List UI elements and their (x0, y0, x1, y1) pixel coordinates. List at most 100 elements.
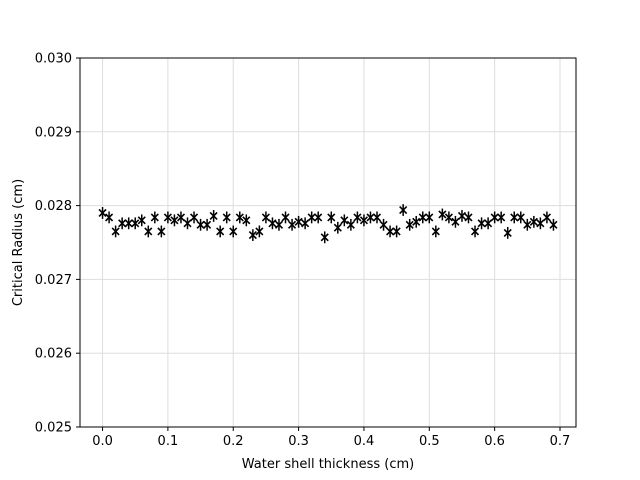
x-marker-stroke (366, 213, 375, 222)
x-marker-stroke (549, 220, 558, 229)
x-tick-label: 0.2 (223, 434, 244, 449)
y-tick-label: 0.030 (35, 52, 72, 67)
y-tick-label: 0.026 (35, 347, 72, 362)
data-point (248, 229, 257, 242)
x-marker-stroke (281, 213, 290, 222)
data-point (346, 218, 355, 231)
data-point (536, 217, 545, 230)
x-marker-stroke (144, 227, 153, 236)
data-point (216, 225, 225, 238)
data-point (144, 225, 153, 238)
plot-frame (79, 57, 577, 428)
x-marker-stroke (438, 210, 447, 219)
data-point (366, 211, 375, 224)
x-marker-stroke (248, 231, 257, 240)
x-marker-stroke (340, 216, 349, 225)
x-marker-stroke (490, 213, 499, 222)
x-marker-stroke (510, 213, 519, 222)
x-marker-stroke (98, 208, 107, 218)
x-marker-stroke (333, 223, 342, 232)
data-point (451, 215, 460, 228)
data-point (523, 218, 532, 231)
data-point (340, 214, 349, 227)
x-marker-stroke (274, 220, 284, 229)
x-marker-stroke (379, 220, 388, 229)
x-marker-stroke (242, 216, 251, 225)
data-point (105, 211, 114, 224)
data-point (549, 218, 558, 231)
x-tick-label: 0.7 (550, 434, 571, 449)
x-marker-stroke (451, 217, 460, 226)
x-marker-stroke (196, 220, 205, 229)
x-marker-stroke (399, 205, 408, 215)
x-marker-stroke (268, 219, 277, 228)
x-marker-stroke (327, 213, 336, 222)
data-point (379, 218, 388, 231)
data-point (444, 211, 453, 224)
data-point (301, 217, 310, 230)
data-point (529, 215, 538, 228)
x-marker-stroke (163, 213, 172, 222)
y-tick-label: 0.028 (35, 199, 72, 214)
data-point (510, 211, 519, 224)
x-marker-stroke (294, 217, 303, 226)
x-marker-stroke (359, 216, 369, 225)
x-marker-stroke (287, 220, 297, 229)
data-point (425, 211, 434, 224)
data-point (320, 231, 329, 244)
x-tick-label: 0.5 (419, 434, 440, 449)
x-marker-stroke (444, 213, 453, 222)
x-marker-stroke (137, 216, 146, 225)
x-marker-stroke (229, 227, 238, 236)
data-point (203, 218, 212, 231)
data-point (281, 211, 290, 224)
data-point (111, 225, 120, 238)
x-marker-stroke (209, 211, 218, 220)
y-tick-label: 0.027 (35, 273, 72, 288)
x-marker-stroke (157, 227, 166, 236)
x-marker-stroke (320, 233, 329, 242)
data-point (255, 225, 264, 238)
data-point (189, 211, 199, 224)
x-marker-stroke (536, 219, 545, 228)
x-marker-stroke (405, 220, 414, 229)
x-marker-stroke (477, 219, 486, 228)
y-tick-label: 0.025 (35, 421, 72, 436)
data-point (294, 215, 303, 228)
data-point (412, 215, 421, 228)
data-point (497, 211, 506, 224)
x-marker-stroke (516, 213, 525, 222)
x-marker-stroke (235, 213, 244, 222)
data-point (268, 217, 277, 230)
data-series (98, 204, 558, 244)
x-marker-stroke (503, 228, 512, 237)
data-point (386, 225, 395, 238)
x-marker-stroke (484, 219, 493, 228)
x-marker-stroke (189, 213, 199, 222)
x-marker-stroke (353, 213, 362, 222)
data-point (124, 217, 133, 230)
x-marker-stroke (529, 217, 538, 226)
x-tick-label: 0.6 (484, 434, 505, 449)
x-marker-stroke (464, 213, 473, 222)
x-marker-stroke (222, 213, 231, 222)
data-point (157, 225, 166, 238)
x-marker-stroke (470, 227, 480, 236)
x-marker-stroke (203, 220, 212, 229)
data-point (163, 211, 172, 224)
data-point (118, 217, 127, 230)
x-tick-label: 0.4 (354, 434, 375, 449)
data-point (176, 211, 186, 224)
data-point (327, 211, 336, 224)
x-marker-stroke (183, 219, 192, 228)
x-marker-stroke (307, 213, 316, 222)
x-marker-stroke (255, 227, 264, 236)
x-marker-stroke (346, 220, 355, 229)
data-point (392, 225, 401, 238)
data-point (438, 208, 447, 221)
data-point (431, 225, 440, 238)
data-point (464, 211, 473, 224)
x-marker-stroke (523, 220, 532, 229)
data-point (399, 204, 408, 216)
